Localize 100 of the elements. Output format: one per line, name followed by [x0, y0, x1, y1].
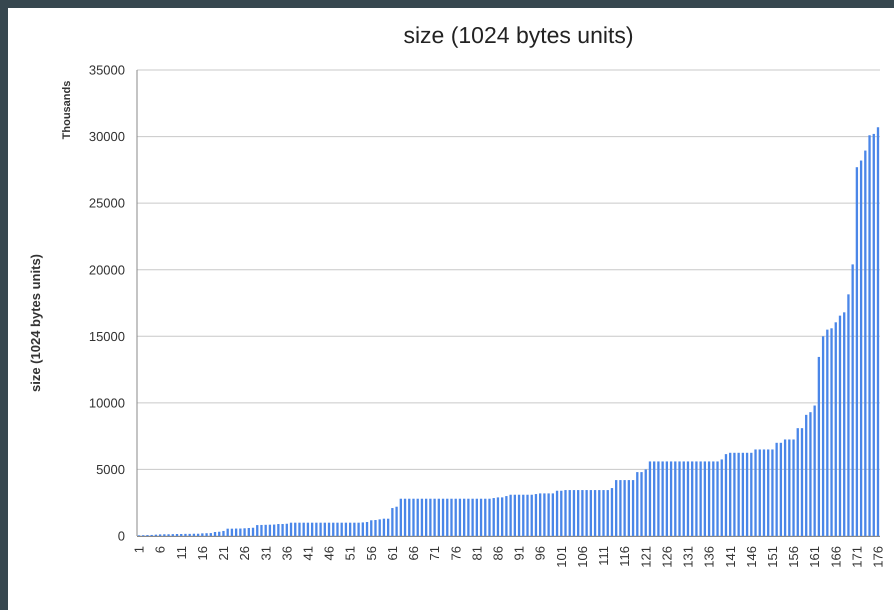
x-tick-label: 66: [406, 546, 422, 560]
y-tick-label: 0: [118, 528, 125, 544]
bar: [408, 498, 410, 536]
bar: [230, 528, 234, 536]
x-tick-label: 131: [680, 546, 696, 568]
bar: [691, 461, 694, 536]
bar: [615, 480, 618, 536]
bar: [742, 452, 744, 536]
bar: [623, 480, 626, 536]
bar: [834, 322, 837, 536]
x-tick-label: 101: [554, 546, 569, 568]
x-tick-label: 1: [132, 546, 147, 554]
bar: [872, 134, 875, 536]
x-tick-label: 151: [764, 546, 780, 568]
bar: [332, 522, 334, 536]
x-tick-label: 111: [596, 546, 612, 566]
bar: [286, 524, 288, 536]
x-tick-label: 81: [469, 546, 484, 560]
text: Thousands: [61, 80, 73, 140]
bar: [463, 498, 466, 536]
bar: [201, 533, 204, 536]
bar: [539, 493, 542, 536]
bar: [378, 519, 381, 536]
bar: [362, 522, 364, 536]
bar: [704, 461, 706, 536]
bar: [628, 480, 630, 536]
x-tick-label: 21: [216, 546, 232, 560]
chart-title: size (1024 bytes units): [403, 22, 634, 48]
x-tick-label: 141: [722, 546, 738, 568]
bar: [471, 498, 474, 536]
bar: [568, 490, 571, 536]
bar: [699, 461, 702, 536]
y-axis-title: size (1024 bytes units): [28, 254, 43, 392]
bar: [429, 498, 432, 536]
bar: [653, 461, 656, 536]
bar: [543, 493, 546, 536]
bar: [712, 461, 714, 536]
bar: [476, 498, 478, 536]
bar: [416, 498, 419, 536]
bar: [505, 496, 508, 536]
bar: [264, 524, 267, 536]
x-tick-label: 136: [702, 546, 717, 568]
bar: [826, 330, 828, 536]
bar: [577, 490, 580, 536]
bar: [310, 522, 314, 536]
bar: [226, 528, 229, 536]
bar: [585, 490, 588, 536]
bar: [357, 522, 360, 536]
bar: [514, 494, 516, 536]
bar: [302, 522, 305, 536]
bar: [750, 452, 752, 536]
bar: [277, 524, 280, 536]
bar: [636, 472, 638, 536]
x-tick-label: 36: [279, 546, 294, 560]
x-tick-label: 76: [448, 546, 464, 560]
y-tick-label: 10000: [88, 395, 125, 410]
bar: [492, 498, 495, 536]
bar: [248, 528, 250, 536]
bar: [729, 452, 732, 536]
bar: [340, 522, 343, 536]
bar: [324, 522, 326, 536]
bar: [737, 452, 740, 536]
x-tick-label: 171: [849, 546, 864, 568]
y-tick-label: 20000: [88, 262, 125, 278]
bar: [424, 498, 428, 536]
bar: [484, 498, 486, 536]
bar: [438, 498, 440, 536]
bar: [315, 522, 318, 536]
y-tick-label: 35000: [88, 62, 125, 78]
bar: [234, 528, 238, 536]
bar: [294, 522, 296, 536]
bar: [864, 150, 866, 536]
bar: [560, 490, 562, 536]
bar: [598, 490, 600, 536]
x-tick-label: 61: [384, 546, 400, 560]
x-tick-label: 16: [194, 546, 210, 560]
x-tick-label: 46: [322, 546, 337, 560]
bar: [856, 167, 858, 536]
y-tick-label: 15000: [88, 328, 125, 344]
bar: [552, 493, 554, 536]
x-tick-label: 26: [237, 546, 252, 560]
bar: [391, 508, 394, 536]
x-tick-label: 41: [300, 546, 316, 560]
bar: [353, 522, 356, 536]
bar: [446, 498, 448, 536]
bar: [256, 525, 258, 536]
bar: [682, 461, 685, 536]
bar: [348, 522, 352, 536]
x-tick-label: 106: [574, 546, 590, 568]
bar: [780, 442, 782, 536]
x-tick-label: 11: [174, 546, 189, 560]
bar: [805, 414, 808, 536]
bar: [606, 490, 609, 536]
x-tick-label: 56: [364, 546, 379, 560]
x-tick-label: 51: [342, 546, 358, 560]
bar: [272, 524, 276, 536]
bar: [522, 494, 524, 536]
y-tick-label: 25000: [88, 196, 125, 211]
bar: [666, 461, 668, 536]
bar: [796, 428, 799, 536]
